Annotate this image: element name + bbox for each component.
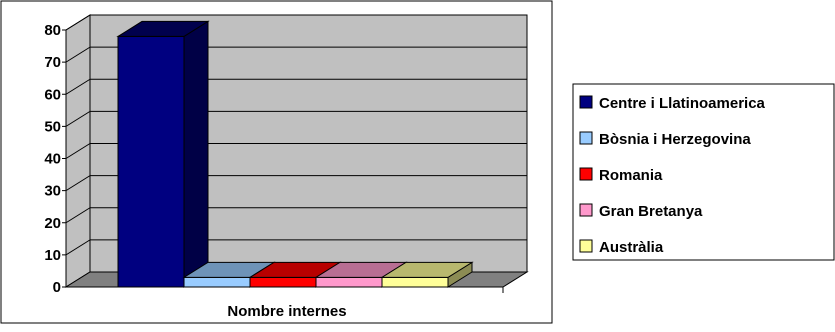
bar-front-4 <box>381 276 449 288</box>
side-gridline <box>65 143 91 159</box>
bar-front-0 <box>117 35 185 288</box>
legend-box <box>572 83 835 261</box>
side-gridline <box>65 78 91 95</box>
side-gridline <box>65 46 91 63</box>
y-tick-label: 50 <box>44 118 61 135</box>
x-axis-label: Nombre internes <box>227 303 346 320</box>
side-gridline <box>65 239 91 256</box>
y-tick-label: 0 <box>53 279 61 296</box>
legend-label-3: Gran Bretanya <box>599 203 703 220</box>
legend-label-0: Centre i Llatinoamerica <box>599 95 766 112</box>
legend-swatch-4 <box>579 239 593 253</box>
bar-top-4 <box>380 261 474 278</box>
y-tick-label: 10 <box>44 247 61 264</box>
bar-top-0 <box>116 20 210 37</box>
bar-side-0 <box>183 20 209 288</box>
y-tick-label: 40 <box>44 151 61 168</box>
y-tick-label: 30 <box>44 183 61 200</box>
side-gridline <box>65 14 91 31</box>
y-tick-label: 20 <box>44 215 61 232</box>
legend-swatch-1 <box>579 131 593 145</box>
side-gridline <box>65 110 91 127</box>
legend-swatch-3 <box>579 203 593 217</box>
legend-label-2: Romania <box>599 167 663 184</box>
bar-front-2 <box>249 276 317 288</box>
y-tick-label: 80 <box>44 22 61 39</box>
y-tick-label: 70 <box>44 54 61 71</box>
legend-swatch-2 <box>579 167 593 181</box>
legend-label-4: Austràlia <box>599 239 664 256</box>
legend-swatch-0 <box>579 95 593 109</box>
legend-label-1: Bòsnia i Herzegovina <box>599 131 751 148</box>
bar-front-1 <box>183 276 251 288</box>
side-gridline <box>65 175 91 192</box>
bar-front-3 <box>315 276 383 288</box>
side-gridline <box>65 207 91 224</box>
y-tick-label: 60 <box>44 86 61 103</box>
